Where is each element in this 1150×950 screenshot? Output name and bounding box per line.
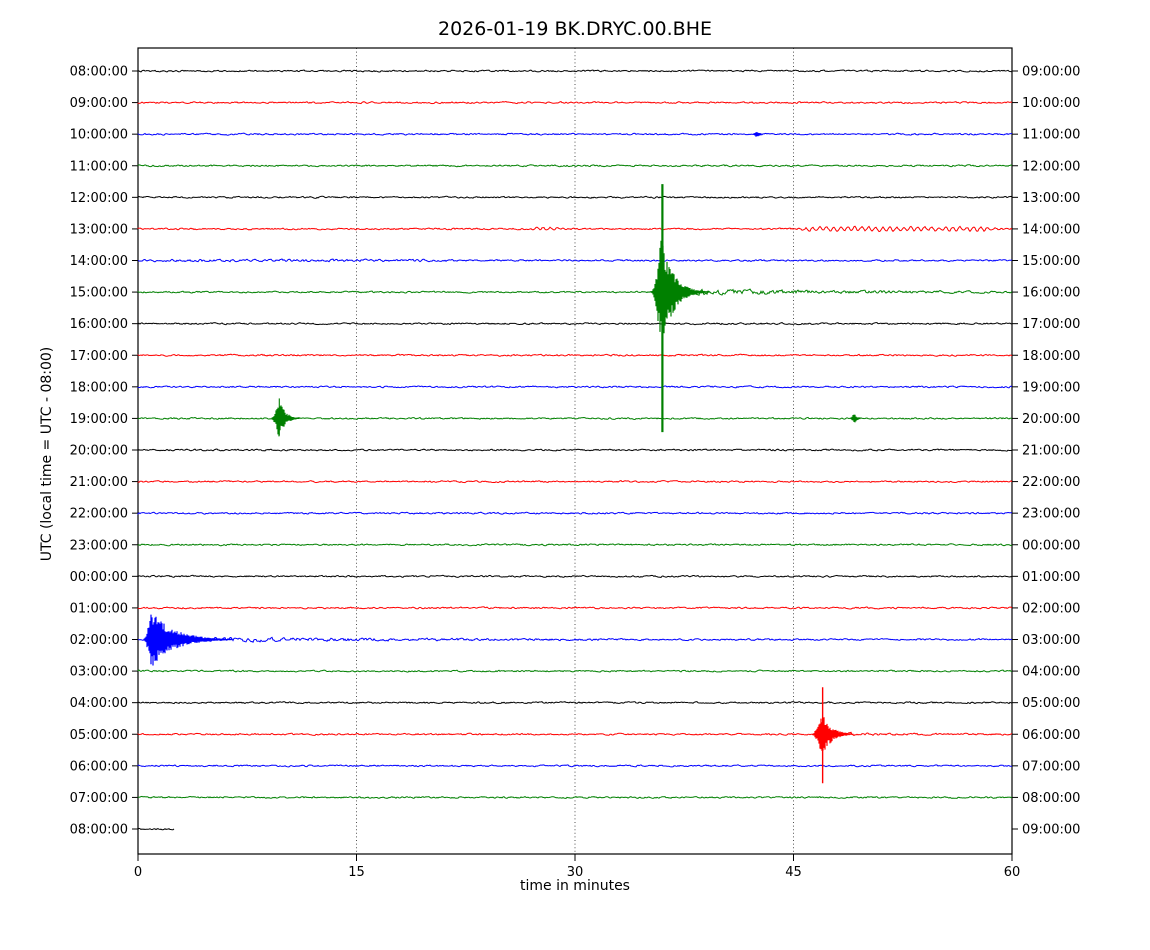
row-label-utc-1: 09:00:00 bbox=[70, 96, 128, 111]
row-label-local-0: 09:00:00 bbox=[1022, 65, 1080, 80]
trace-row-10-utc-18:00:00 bbox=[137, 385, 1013, 389]
row-label-utc-15: 23:00:00 bbox=[70, 538, 128, 553]
x-tick-label-15: 15 bbox=[348, 865, 365, 880]
row-label-utc-8: 16:00:00 bbox=[70, 317, 128, 332]
row-label-utc-7: 15:00:00 bbox=[70, 286, 128, 301]
trace-row-20-utc-04:00:00 bbox=[137, 701, 1013, 705]
trace-row-24-utc-08:00:00 bbox=[137, 827, 175, 831]
x-tick-label-60: 60 bbox=[1004, 865, 1021, 880]
row-label-utc-14: 22:00:00 bbox=[70, 507, 128, 522]
trace-row-21-utc-05:00:00 bbox=[137, 731, 1013, 737]
row-label-local-24: 09:00:00 bbox=[1022, 823, 1080, 838]
row-label-local-1: 10:00:00 bbox=[1022, 96, 1080, 111]
row-label-local-15: 00:00:00 bbox=[1022, 538, 1080, 553]
plot-frame bbox=[137, 47, 1013, 855]
row-label-local-16: 01:00:00 bbox=[1022, 570, 1080, 585]
row-label-utc-19: 03:00:00 bbox=[70, 665, 128, 680]
row-label-utc-24: 08:00:00 bbox=[70, 823, 128, 838]
trace-row-9-utc-17:00:00 bbox=[137, 353, 1013, 357]
trace-row-6-utc-14:00:00 bbox=[137, 258, 1013, 263]
row-label-local-2: 11:00:00 bbox=[1022, 128, 1080, 143]
row-label-local-9: 18:00:00 bbox=[1022, 349, 1080, 364]
row-label-utc-21: 05:00:00 bbox=[70, 728, 128, 743]
trace-row-2-utc-10:00:00 bbox=[137, 132, 1013, 136]
trace-row-15-utc-23:00:00 bbox=[137, 543, 1013, 547]
row-label-utc-18: 02:00:00 bbox=[70, 633, 128, 648]
x-tick-label-30: 30 bbox=[567, 865, 584, 880]
event-burst-2-row-11 bbox=[850, 414, 861, 423]
row-label-utc-13: 21:00:00 bbox=[70, 475, 128, 490]
trace-row-12-utc-20:00:00 bbox=[137, 448, 1012, 452]
trace-row-23-utc-07:00:00 bbox=[137, 795, 1013, 799]
row-label-utc-3: 11:00:00 bbox=[70, 159, 128, 174]
row-label-local-3: 12:00:00 bbox=[1022, 159, 1080, 174]
row-label-local-4: 13:00:00 bbox=[1022, 191, 1080, 206]
row-label-utc-16: 00:00:00 bbox=[70, 570, 128, 585]
event-burst-4-row-18 bbox=[143, 614, 233, 666]
event-burst-0-row-7 bbox=[650, 240, 711, 334]
row-label-utc-23: 07:00:00 bbox=[70, 791, 128, 806]
row-label-local-8: 17:00:00 bbox=[1022, 317, 1080, 332]
row-label-utc-6: 14:00:00 bbox=[70, 254, 128, 269]
row-label-utc-2: 10:00:00 bbox=[70, 128, 128, 143]
trace-row-13-utc-21:00:00 bbox=[137, 480, 1013, 484]
x-axis-label: time in minutes bbox=[520, 878, 630, 894]
row-label-local-11: 20:00:00 bbox=[1022, 412, 1080, 427]
row-label-local-10: 19:00:00 bbox=[1022, 380, 1080, 395]
trace-row-5-utc-13:00:00 bbox=[137, 225, 1013, 233]
trace-row-8-utc-16:00:00 bbox=[137, 322, 1013, 326]
event-burst-3-row-2 bbox=[753, 132, 762, 137]
row-label-local-23: 08:00:00 bbox=[1022, 791, 1080, 806]
trace-row-17-utc-01:00:00 bbox=[137, 606, 1013, 610]
row-label-utc-10: 18:00:00 bbox=[70, 380, 128, 395]
trace-row-7-utc-15:00:00 bbox=[137, 288, 1013, 297]
row-label-utc-9: 17:00:00 bbox=[70, 349, 128, 364]
row-label-utc-5: 13:00:00 bbox=[70, 222, 128, 237]
row-label-utc-11: 19:00:00 bbox=[70, 412, 128, 427]
trace-row-0-utc-08:00:00 bbox=[137, 69, 1013, 73]
event-burst-1-row-11 bbox=[271, 405, 300, 437]
plot-title: 2026-01-19 BK.DRYC.00.BHE bbox=[437, 18, 713, 40]
x-tick-label-45: 45 bbox=[785, 865, 802, 880]
row-label-utc-20: 04:00:00 bbox=[70, 696, 128, 711]
trace-row-16-utc-00:00:00 bbox=[137, 574, 1013, 578]
row-label-utc-12: 20:00:00 bbox=[70, 444, 128, 459]
trace-row-19-utc-03:00:00 bbox=[137, 669, 1013, 673]
x-tick-label-0: 0 bbox=[134, 865, 142, 880]
row-label-local-7: 16:00:00 bbox=[1022, 286, 1080, 301]
row-label-local-21: 06:00:00 bbox=[1022, 728, 1080, 743]
row-label-utc-22: 06:00:00 bbox=[70, 759, 128, 774]
row-label-local-12: 21:00:00 bbox=[1022, 444, 1080, 459]
row-label-local-14: 23:00:00 bbox=[1022, 507, 1080, 522]
trace-row-14-utc-22:00:00 bbox=[137, 511, 1013, 516]
event-burst-5-row-21 bbox=[812, 717, 854, 751]
row-label-local-22: 07:00:00 bbox=[1022, 759, 1080, 774]
row-label-local-18: 03:00:00 bbox=[1022, 633, 1080, 648]
row-label-local-13: 22:00:00 bbox=[1022, 475, 1080, 490]
row-label-local-19: 04:00:00 bbox=[1022, 665, 1080, 680]
trace-row-3-utc-11:00:00 bbox=[137, 164, 1013, 168]
trace-row-18-utc-02:00:00 bbox=[137, 636, 1013, 643]
row-label-local-20: 05:00:00 bbox=[1022, 696, 1080, 711]
trace-row-4-utc-12:00:00 bbox=[137, 195, 1013, 199]
trace-row-1-utc-09:00:00 bbox=[137, 100, 1013, 105]
row-label-utc-0: 08:00:00 bbox=[70, 65, 128, 80]
row-label-utc-4: 12:00:00 bbox=[70, 191, 128, 206]
row-label-local-6: 15:00:00 bbox=[1022, 254, 1080, 269]
row-label-utc-17: 01:00:00 bbox=[70, 601, 128, 616]
row-label-local-5: 14:00:00 bbox=[1022, 222, 1080, 237]
row-label-local-17: 02:00:00 bbox=[1022, 601, 1080, 616]
trace-row-22-utc-06:00:00 bbox=[137, 764, 1012, 768]
